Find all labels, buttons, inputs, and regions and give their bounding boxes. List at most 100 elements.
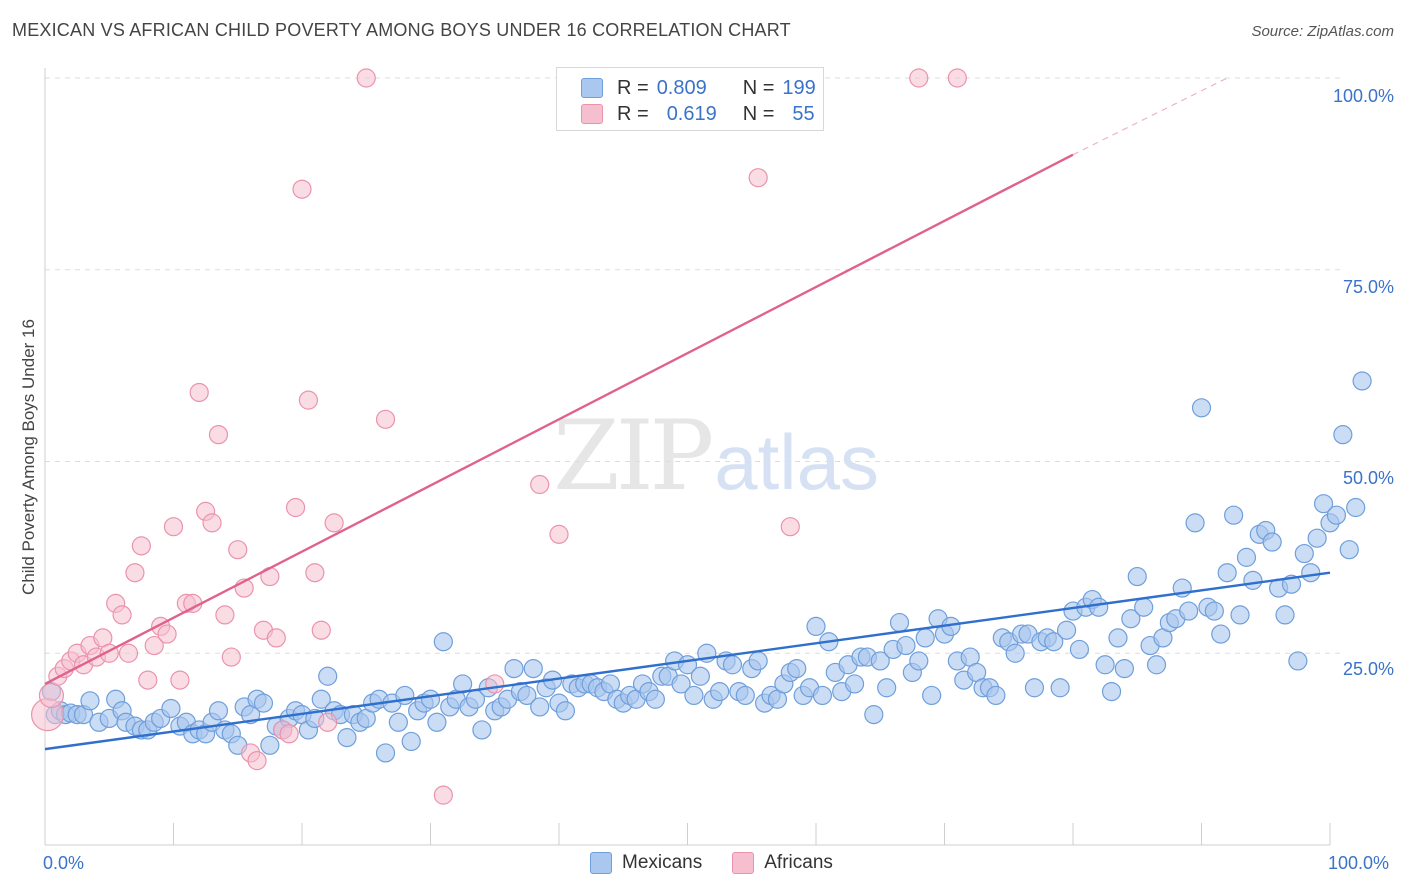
mexicans-point [812, 685, 833, 706]
mexicans-point [1204, 601, 1224, 621]
mexicans-point [1217, 563, 1237, 583]
africans-point [305, 563, 325, 583]
mexicans-point [318, 666, 338, 686]
mexicans-legend-icon [590, 852, 612, 874]
mexicans-point [311, 689, 331, 709]
mexicans-point [504, 658, 524, 679]
mexicans-point [1236, 547, 1257, 567]
africans-trend-extension [1072, 77, 1228, 156]
mexicans-point [889, 612, 910, 633]
chart-title: MEXICAN VS AFRICAN CHILD POVERTY AMONG B… [12, 20, 791, 40]
mexicans-point [472, 720, 492, 740]
mexicans-point [1326, 505, 1347, 525]
y-axis-label: Child Poverty Among Boys Under 16 [19, 319, 38, 595]
mexicans-point [1185, 513, 1205, 533]
africans-point [266, 628, 286, 648]
mexicans-point [208, 701, 229, 721]
legend-item-africans[interactable]: Africans [732, 852, 833, 874]
mexicans-point [710, 681, 730, 702]
mexicans-point [260, 735, 280, 755]
africans-point [324, 513, 344, 533]
legend-label-mexicans: Mexicans [622, 852, 703, 873]
mexicans-point [1262, 532, 1282, 552]
africans-point [131, 536, 151, 556]
mexicans-point [555, 701, 576, 721]
africans-point [125, 563, 145, 583]
africans-point [549, 524, 569, 544]
mexicans-swatch-icon [581, 78, 603, 98]
mexicans-point [684, 685, 704, 706]
mexicans-point [748, 651, 768, 671]
africans-point [748, 168, 768, 188]
mexicans-point [1069, 639, 1090, 660]
y-tick-label-75: 75.0% [1342, 277, 1394, 297]
africans-point [38, 682, 65, 709]
mexicans-point [1301, 563, 1321, 583]
legend-r-value-mexicans: 0.809 [656, 76, 707, 99]
mexicans-point [1005, 643, 1025, 663]
watermark-zip: ZIP [553, 400, 714, 512]
mexicans-point [433, 632, 453, 652]
legend-n-label: N = [742, 102, 775, 125]
mexicans-point [806, 616, 826, 637]
mexicans-point [986, 685, 1006, 706]
legend-row-africans: R = 0.619 N = 55 [581, 102, 815, 126]
africans-point [118, 643, 139, 663]
mexicans-point [1024, 678, 1045, 698]
mexicans-point [1224, 505, 1244, 525]
mexicans-point [1313, 494, 1334, 514]
africans-point [163, 517, 184, 537]
africans-point [279, 724, 299, 744]
mexicans-point [1346, 497, 1366, 518]
mexicans-point [864, 705, 884, 725]
mexicans-point [1179, 601, 1199, 621]
mexicans-point [1275, 605, 1295, 625]
mexicans-point [896, 635, 916, 656]
mexicans-point [517, 685, 537, 706]
africans-point [144, 635, 164, 656]
mexicans-point [735, 685, 755, 706]
mexicans-point [337, 728, 357, 748]
mexicans-point [915, 628, 935, 648]
legend-n-value-africans: 55 [792, 102, 815, 125]
africans-point [247, 751, 267, 771]
legend-label-africans: Africans [764, 852, 833, 873]
mexicans-point [1211, 624, 1231, 644]
mexicans-point [1114, 658, 1135, 679]
mexicans-point [870, 651, 890, 671]
africans-point [375, 409, 396, 429]
africans-point [221, 647, 241, 667]
mexicans-point [909, 651, 929, 671]
africans-point [138, 670, 158, 690]
mexicans-point [671, 674, 691, 694]
mexicans-point [1339, 540, 1359, 560]
y-tick-label-50: 50.0% [1342, 468, 1394, 488]
mexicans-point [1243, 570, 1263, 590]
africans-point [311, 620, 331, 640]
mexicans-point [1044, 632, 1064, 652]
africans-point [530, 474, 550, 495]
zipatlas-watermark: ZIPatlas [553, 400, 879, 512]
mexicans-point [1288, 651, 1308, 671]
x-tick-label-100: 100.0% [1328, 853, 1390, 873]
mexicans-point [253, 693, 274, 713]
africans-swatch-icon [581, 104, 603, 124]
legend-row-mexicans: R = 0.809 N = 199 [581, 76, 816, 100]
mexicans-point [388, 712, 408, 732]
mexicans-point [844, 674, 865, 694]
mexicans-point [1333, 425, 1353, 445]
mexicans-point [1095, 655, 1115, 675]
mexicans-point [401, 731, 421, 752]
legend-item-mexicans[interactable]: Mexicans [590, 852, 702, 874]
legend-r-label: R = [617, 102, 649, 125]
mexicans-point [877, 678, 897, 698]
mexicans-point [530, 697, 550, 717]
africans-point [285, 497, 306, 518]
africans-point [157, 624, 177, 644]
series-legend: Mexicans Africans [590, 852, 863, 874]
mexicans-point [427, 712, 447, 732]
africans-point [780, 517, 800, 537]
mexicans-point [690, 666, 710, 686]
africans-point [485, 674, 505, 694]
